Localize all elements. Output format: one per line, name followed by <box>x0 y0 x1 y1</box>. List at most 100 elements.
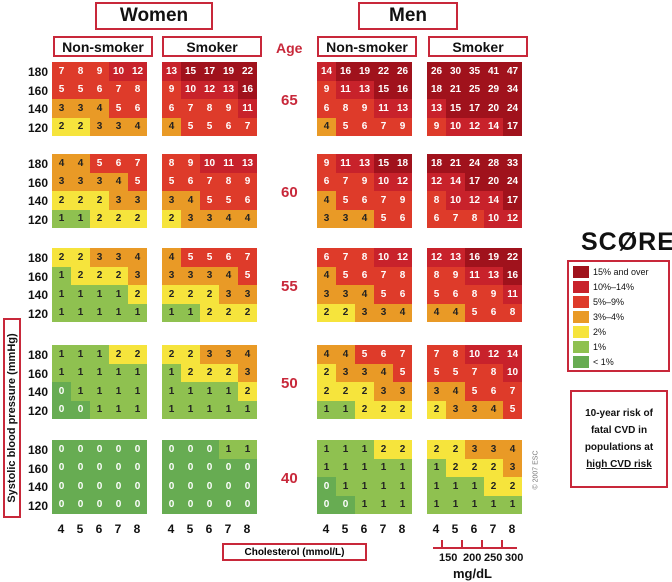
risk-cell: 1 <box>427 458 446 477</box>
risk-cell: 0 <box>200 440 219 459</box>
risk-cell: 3 <box>90 117 109 136</box>
risk-cell: 0 <box>52 382 71 401</box>
risk-cell: 2 <box>446 458 465 477</box>
risk-cell: 4 <box>128 117 147 136</box>
risk-cell: 5 <box>200 117 219 136</box>
risk-cell: 9 <box>484 285 503 304</box>
risk-cell: 17 <box>503 117 522 136</box>
risk-cell: 20 <box>484 99 503 118</box>
cholesterol-tick-4: 4 <box>57 522 65 536</box>
risk-cell: 0 <box>109 495 128 514</box>
risk-cell: 1 <box>374 477 393 496</box>
risk-cell: 4 <box>128 248 147 267</box>
risk-cell: 22 <box>503 248 522 267</box>
risk-cell: 3 <box>355 303 374 322</box>
risk-cell: 4 <box>484 400 503 419</box>
risk-cell: 2 <box>90 266 109 285</box>
legend-entry: < 1% <box>573 356 614 368</box>
risk-cell: 1 <box>238 400 257 419</box>
risk-cell: 0 <box>90 440 109 459</box>
risk-cell: 5 <box>181 117 200 136</box>
risk-cell: 7 <box>200 172 219 191</box>
risk-cell: 2 <box>317 303 336 322</box>
risk-cell: 15 <box>374 154 393 173</box>
risk-cell: 2 <box>162 285 181 304</box>
risk-cell: 16 <box>336 62 355 81</box>
risk-cell: 8 <box>355 248 374 267</box>
risk-cell: 0 <box>128 495 147 514</box>
risk-cell: 4 <box>355 209 374 228</box>
risk-cell: 5 <box>393 363 412 382</box>
risk-cell: 7 <box>238 117 257 136</box>
risk-cell: 0 <box>162 458 181 477</box>
risk-cell: 9 <box>317 154 336 173</box>
risk-cell: 0 <box>71 477 90 496</box>
risk-cell: 1 <box>90 363 109 382</box>
cholesterol-tick-5: 5 <box>451 522 459 536</box>
risk-cell: 18 <box>427 80 446 99</box>
risk-cell: 12 <box>484 345 503 364</box>
risk-cell: 8 <box>219 172 238 191</box>
age-header: Age <box>276 40 303 56</box>
risk-cell: 11 <box>465 266 484 285</box>
risk-cell: 6 <box>90 80 109 99</box>
legend-label: 1% <box>593 342 607 352</box>
risk-cell: 1 <box>219 400 238 419</box>
risk-cell: 0 <box>52 495 71 514</box>
risk-cell: 5 <box>355 345 374 364</box>
risk-cell: 0 <box>200 495 219 514</box>
risk-cell: 0 <box>52 477 71 496</box>
risk-cell: 5 <box>446 363 465 382</box>
risk-cell: 47 <box>503 62 522 81</box>
risk-cell: 7 <box>238 248 257 267</box>
risk-cell: 1 <box>355 440 374 459</box>
risk-cell: 7 <box>465 363 484 382</box>
risk-cell: 2 <box>393 400 412 419</box>
risk-line-4: high CVD risk <box>586 459 652 470</box>
risk-cell: 6 <box>181 172 200 191</box>
risk-cell: 3 <box>336 285 355 304</box>
risk-cell: 6 <box>109 154 128 173</box>
risk-cell: 5 <box>181 248 200 267</box>
risk-cell: 19 <box>355 62 374 81</box>
risk-cell: 0 <box>52 458 71 477</box>
risk-cell: 2 <box>200 285 219 304</box>
risk-cell: 4 <box>317 117 336 136</box>
legend-swatch <box>573 326 589 338</box>
risk-cell: 2 <box>128 285 147 304</box>
risk-cell: 1 <box>355 495 374 514</box>
bp-label-140: 140 <box>27 102 48 116</box>
risk-cell: 3 <box>52 172 71 191</box>
risk-cell: 4 <box>219 266 238 285</box>
risk-cell: 3 <box>162 266 181 285</box>
risk-cell: 0 <box>162 495 181 514</box>
cholesterol-tick-8: 8 <box>508 522 516 536</box>
risk-cell: 5 <box>336 191 355 210</box>
risk-cell: 11 <box>336 154 355 173</box>
risk-cell: 14 <box>484 191 503 210</box>
risk-cell: 17 <box>465 172 484 191</box>
risk-cell: 0 <box>71 495 90 514</box>
risk-cell: 9 <box>238 172 257 191</box>
risk-cell: 8 <box>162 154 181 173</box>
cholesterol-tick-7: 7 <box>379 522 387 536</box>
risk-cell: 1 <box>90 303 109 322</box>
risk-cell: 7 <box>374 191 393 210</box>
bp-label-120: 120 <box>27 498 48 513</box>
risk-cell: 0 <box>238 477 257 496</box>
risk-cell: 1 <box>181 382 200 401</box>
risk-cell: 3 <box>219 285 238 304</box>
risk-cell: 6 <box>393 209 412 228</box>
risk-cell: 3 <box>128 191 147 210</box>
risk-cell: 1 <box>336 440 355 459</box>
risk-cell: 4 <box>109 172 128 191</box>
risk-cell: 0 <box>219 458 238 477</box>
risk-cell: 26 <box>427 62 446 81</box>
risk-cell: 4 <box>427 303 446 322</box>
risk-cell: 0 <box>238 495 257 514</box>
risk-cell: 11 <box>219 154 238 173</box>
risk-cell: 1 <box>393 458 412 477</box>
risk-cell: 4 <box>162 248 181 267</box>
risk-cell: 1 <box>484 495 503 514</box>
risk-cell: 18 <box>393 154 412 173</box>
